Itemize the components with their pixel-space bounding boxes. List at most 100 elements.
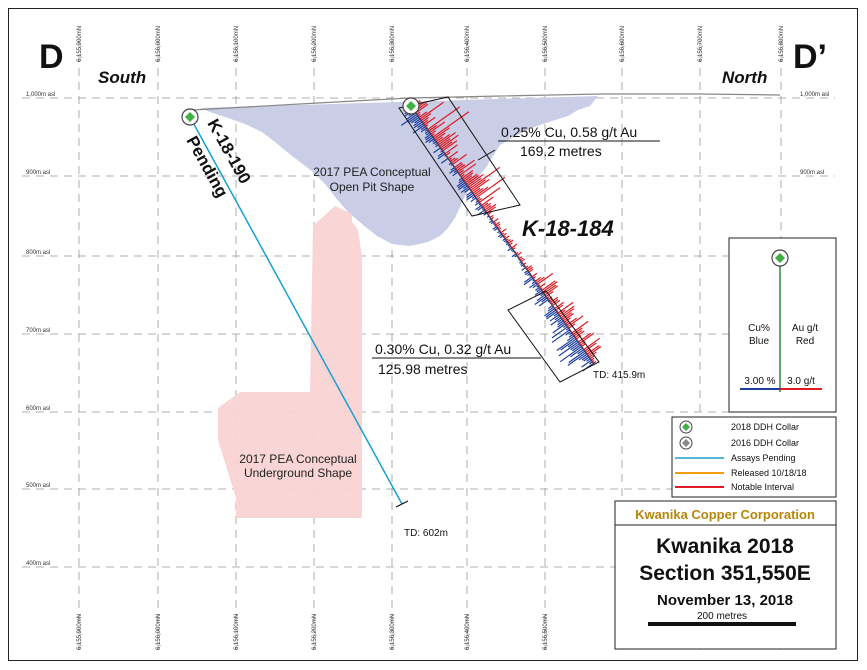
cu-assay-bar xyxy=(507,247,512,252)
au-assay-bar xyxy=(554,301,565,310)
au-assay-bar xyxy=(479,187,501,203)
au-assay-bar xyxy=(459,163,477,176)
lower-interval-length: 125.98 metres xyxy=(378,361,468,377)
northing-label-top: 6,156,100mN xyxy=(234,26,240,62)
au-assay-bar xyxy=(475,176,506,199)
cu-assay-bar xyxy=(437,151,445,157)
hole-k-18-190-td: TD: 602m xyxy=(404,528,448,539)
au-assay-bar xyxy=(496,223,501,228)
au-assay-bar xyxy=(461,169,474,179)
cu-assay-bar xyxy=(424,133,432,139)
cu-assay-bar xyxy=(549,314,560,322)
cu-assay-bar xyxy=(440,150,444,153)
elevation-label-left: 800m asl xyxy=(26,250,50,256)
cu-assay-bar xyxy=(490,221,494,225)
au-assay-bar xyxy=(518,256,523,260)
au-assay-bar xyxy=(504,235,510,240)
cu-assay-bar xyxy=(440,157,449,164)
cu-assay-bar xyxy=(438,145,440,148)
cu-assay-bar xyxy=(410,116,420,124)
cu-assay-bar xyxy=(420,125,426,131)
cu-assay-bar xyxy=(483,212,488,216)
au-assay-bar xyxy=(566,317,578,326)
au-assay-bar xyxy=(462,172,474,181)
elevation-label-left: 600m asl xyxy=(26,406,50,412)
au-assay-bar xyxy=(506,239,511,243)
elevation-label-right: 1,000m asl xyxy=(800,92,829,98)
au-assay-bar xyxy=(541,280,556,291)
cu-assay-bar xyxy=(586,358,591,362)
au-assay-bar xyxy=(520,258,526,263)
cu-assay-bar xyxy=(557,320,564,326)
cu-assay-bar xyxy=(556,336,576,351)
au-assay-bar xyxy=(466,175,479,185)
au-assay-bar xyxy=(449,157,456,162)
au-assay-bar xyxy=(485,203,497,212)
au-assay-bar xyxy=(456,164,466,171)
cu-assay-bar xyxy=(549,302,551,304)
assay-key-au-label-1: Au g/t xyxy=(792,323,818,334)
au-assay-bar xyxy=(431,133,435,137)
cu-assay-bar xyxy=(558,341,579,357)
au-assay-bar xyxy=(482,202,489,208)
legend-label-2016-collar: 2016 DDH Collar xyxy=(731,438,799,448)
topography-line xyxy=(191,93,781,111)
au-assay-bar xyxy=(559,305,575,317)
legend-label-pending: Assays Pending xyxy=(731,453,796,463)
cu-assay-bar xyxy=(522,265,525,268)
cu-assay-bar xyxy=(566,335,575,342)
au-assay-bar xyxy=(536,276,545,284)
au-assay-bar xyxy=(494,221,497,225)
cu-assay-bar xyxy=(529,274,532,277)
cu-assay-bar xyxy=(481,207,485,210)
collar-k-18-184 xyxy=(402,97,420,115)
south-label: South xyxy=(98,68,146,87)
section-left-label: D xyxy=(39,38,64,76)
au-assay-bar xyxy=(415,103,429,114)
upper-interval-grade: 0.25% Cu, 0.58 g/t Au xyxy=(501,124,637,140)
cu-assay-bar xyxy=(458,179,464,184)
au-assay-bar xyxy=(487,211,492,216)
lower-interval-box xyxy=(507,290,600,383)
au-assay-bar xyxy=(438,132,456,146)
cu-assay-bar xyxy=(505,242,509,246)
au-assay-bar xyxy=(435,136,444,143)
au-assay-bar xyxy=(452,153,467,165)
cu-assay-bar xyxy=(568,333,574,338)
assay-key-cu-label-1: Cu% xyxy=(748,323,770,334)
cu-assay-bar xyxy=(433,147,441,154)
au-assay-bar xyxy=(451,157,459,164)
upper-interval-box xyxy=(398,96,521,217)
au-assay-bar xyxy=(484,205,492,211)
cu-assay-bar xyxy=(413,119,422,127)
cu-assay-bar xyxy=(550,317,562,326)
cu-assay-bar xyxy=(569,332,573,336)
cu-assay-bar xyxy=(536,294,546,302)
au-assay-bar xyxy=(555,304,564,311)
cu-assay-bar xyxy=(520,264,524,267)
au-assay-bar xyxy=(574,330,585,338)
cu-assay-bar xyxy=(546,311,558,320)
au-assay-bar xyxy=(514,250,517,253)
au-assay-bar xyxy=(426,126,428,129)
cu-assay-bar xyxy=(519,259,521,262)
au-assay-bar xyxy=(448,157,453,161)
au-assay-bar xyxy=(457,159,475,173)
cu-assay-bar xyxy=(527,273,531,276)
au-assay-bar xyxy=(440,134,459,149)
cu-assay-bar xyxy=(568,350,586,364)
cu-assay-bar xyxy=(570,343,580,351)
au-assay-bar xyxy=(477,197,483,202)
au-assay-bar xyxy=(420,112,432,121)
au-assay-bar xyxy=(428,124,437,132)
cu-assay-bar xyxy=(502,238,506,242)
legend-label-2018-collar: 2018 DDH Collar xyxy=(731,422,799,432)
au-assay-bar xyxy=(516,251,523,256)
au-assay-bar xyxy=(544,285,559,296)
cu-assay-bar xyxy=(548,305,553,310)
au-assay-bar xyxy=(421,116,429,123)
cu-assay-bar xyxy=(470,197,477,203)
cu-assay-bar xyxy=(532,283,538,289)
au-assay-bar xyxy=(430,130,437,135)
au-assay-bar xyxy=(472,187,481,194)
